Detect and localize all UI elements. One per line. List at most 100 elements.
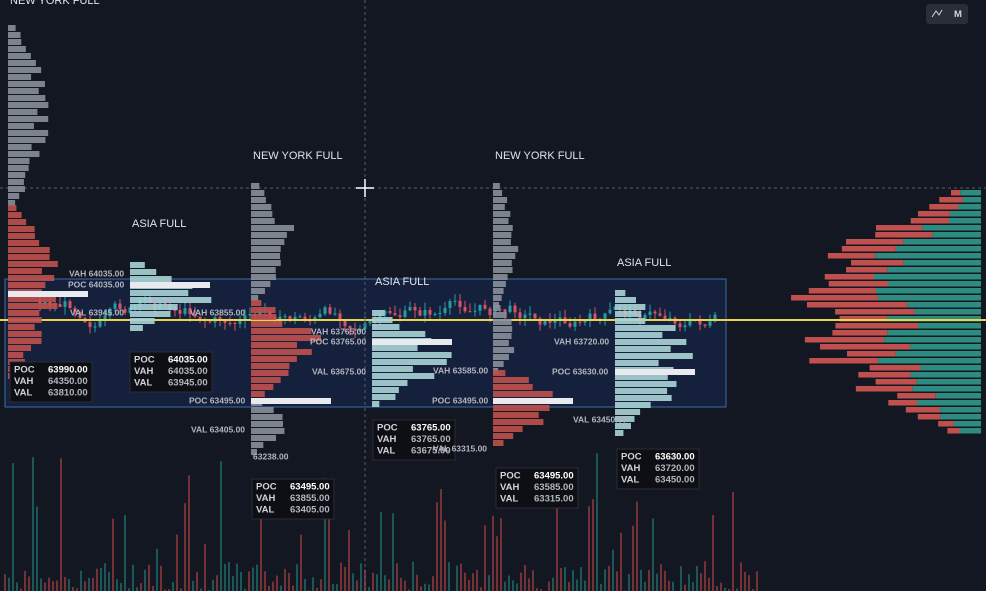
volume-bar — [596, 453, 598, 591]
profile-row — [251, 288, 265, 294]
level-label: VAL 63675.00 — [312, 366, 366, 376]
volume-bar — [132, 564, 134, 591]
level-label: VAH 63765.00 — [311, 326, 366, 336]
crosshair-cursor — [356, 179, 374, 197]
profile-row — [493, 412, 539, 418]
volume-bar — [164, 589, 166, 591]
candle-body — [393, 313, 397, 316]
volume-bar — [284, 568, 286, 591]
volume-bar — [184, 503, 186, 591]
volume-bar — [8, 577, 10, 591]
candle-body — [583, 320, 587, 323]
volume-bar — [268, 585, 270, 591]
volume-bar — [288, 573, 290, 591]
volume-bar — [240, 571, 242, 591]
composite-profile-buy — [895, 351, 981, 357]
profile-row — [615, 395, 672, 401]
volume-bar — [396, 563, 398, 591]
profile-row — [372, 387, 399, 393]
line-tool-icon[interactable] — [931, 9, 943, 18]
composite-profile-sell — [839, 316, 888, 322]
volume-bar — [556, 472, 558, 591]
candle-body — [593, 313, 597, 320]
volume-bar — [128, 588, 130, 591]
profile-row — [493, 440, 504, 446]
profile-row — [8, 200, 16, 206]
composite-profile-buy — [887, 316, 981, 322]
candle-body — [38, 300, 42, 305]
profile-row — [8, 39, 22, 45]
candle-body — [523, 314, 527, 319]
volume-bar — [356, 580, 358, 591]
candle-body — [63, 301, 67, 307]
volume-bar — [636, 501, 638, 591]
profile-row — [372, 310, 385, 316]
candle-body — [408, 306, 412, 311]
candle-body — [648, 311, 652, 315]
volume-bar — [616, 571, 618, 591]
volume-bar — [732, 492, 734, 591]
composite-profile-sell — [835, 323, 919, 329]
composite-profile-sell — [841, 246, 896, 252]
candle-body — [448, 301, 452, 308]
composite-profile-buy — [914, 309, 981, 315]
volume-bar — [376, 574, 378, 591]
profile-row — [8, 67, 42, 73]
volume-bar — [752, 589, 754, 591]
profile-row — [8, 165, 29, 171]
profile-row — [615, 311, 642, 317]
volume-bar — [224, 563, 226, 591]
info-key: VAL — [14, 388, 32, 399]
composite-profile-buy — [877, 295, 981, 301]
candle-body — [398, 315, 402, 317]
profile-row — [251, 197, 266, 203]
volume-bar — [160, 565, 162, 591]
profile-row — [8, 219, 27, 225]
candle-body — [128, 307, 132, 313]
profile-row — [251, 260, 281, 266]
candle-body — [463, 306, 467, 312]
profile-row — [493, 370, 506, 376]
composite-profile-buy — [953, 421, 981, 427]
composite-profile-sell — [938, 421, 954, 427]
volume-bar — [480, 587, 482, 591]
profile-row — [251, 300, 262, 306]
profile-row — [372, 345, 418, 351]
composite-profile-buy — [888, 281, 981, 287]
info-key: VAH — [134, 366, 153, 377]
volume-bar — [320, 579, 322, 591]
profile-row — [493, 204, 505, 210]
profile-row — [251, 204, 272, 210]
profile-row — [251, 414, 283, 420]
info-key: VAL — [134, 378, 152, 389]
volume-bar — [400, 577, 402, 591]
composite-profile-buy — [878, 358, 981, 364]
profile-row — [493, 312, 507, 318]
profile-row — [493, 197, 508, 203]
info-box — [495, 467, 579, 509]
volume-bar — [532, 570, 534, 591]
candle-body — [348, 326, 352, 329]
profile-row — [251, 384, 274, 390]
profile-row — [615, 360, 659, 366]
volume-bar — [368, 587, 370, 591]
profile-row — [8, 331, 42, 337]
candle-body — [303, 316, 307, 321]
toolbar-button[interactable]: M — [954, 9, 962, 20]
volume-bar — [20, 588, 22, 591]
composite-profile-buy — [940, 407, 981, 413]
volume-bar — [304, 578, 306, 591]
profile-row — [493, 288, 504, 294]
profile-row — [8, 102, 49, 108]
profile-row — [615, 374, 668, 380]
volume-bar — [36, 506, 38, 591]
volume-bar — [668, 580, 670, 591]
profile-row — [8, 74, 32, 80]
volume-bar — [520, 572, 522, 591]
profile-row — [8, 137, 46, 143]
info-value: 63495.00 — [534, 471, 574, 482]
profile-row — [615, 325, 676, 331]
profile-row — [493, 218, 509, 224]
composite-profile-buy — [922, 225, 981, 231]
volume-bar — [516, 583, 518, 591]
